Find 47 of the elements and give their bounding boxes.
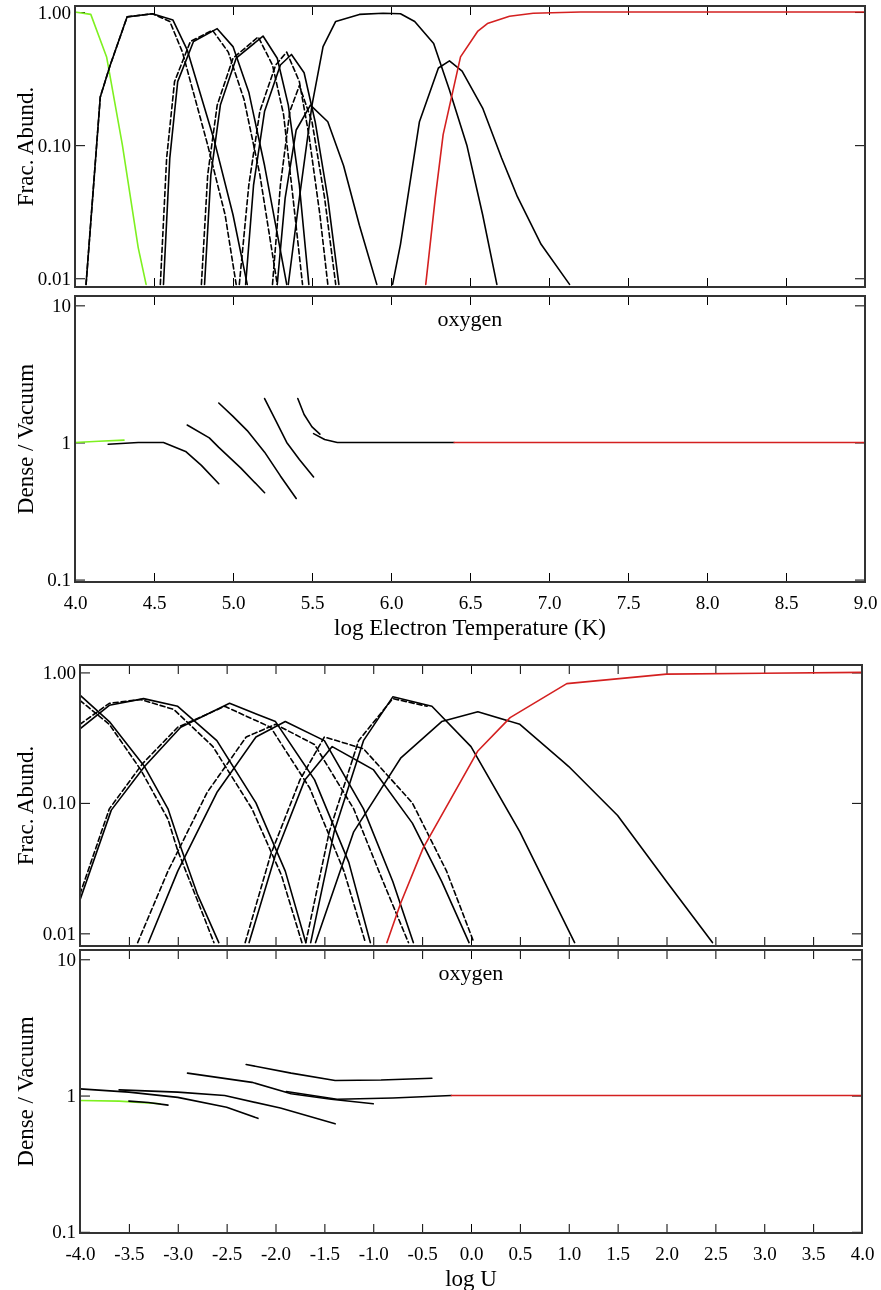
x-tick-label: 0.0	[459, 1243, 484, 1265]
x-tick-label: 7.0	[537, 592, 562, 614]
annotation: oxygen	[437, 306, 503, 331]
y-tick-label: 1	[61, 432, 71, 454]
x-tick-label: -4.0	[65, 1243, 96, 1265]
x-tick-label: 5.5	[300, 592, 325, 614]
x-tick-label: 6.0	[379, 592, 404, 614]
x-tick-label: 4.0	[63, 592, 88, 614]
y-tick-label: 0.01	[37, 267, 71, 289]
y-axis-title: Dense / Vacuum	[13, 363, 38, 515]
x-axis-title: log Electron Temperature (K)	[334, 615, 606, 640]
x-tick-label: 5.0	[221, 592, 246, 614]
x-tick-label: -0.5	[407, 1243, 438, 1265]
x-tick-label: -3.0	[163, 1243, 194, 1265]
x-tick-label: 6.5	[458, 592, 483, 614]
x-tick-label: -2.5	[212, 1243, 243, 1265]
x-tick-label: 2.0	[655, 1243, 679, 1265]
x-tick-label: 2.5	[704, 1243, 728, 1265]
x-tick-label: 1.5	[606, 1243, 630, 1265]
x-tick-label: -3.5	[114, 1243, 145, 1265]
x-tick-label: 8.5	[774, 592, 799, 614]
x-tick-label: -1.0	[358, 1243, 389, 1265]
y-tick-label: 0.1	[47, 569, 71, 591]
x-tick-label: 1.0	[557, 1243, 582, 1265]
y-tick-label: 1.00	[37, 1, 71, 23]
y-tick-label: 1	[66, 1085, 76, 1107]
annotation: oxygen	[438, 960, 504, 985]
x-tick-label: 3.0	[752, 1243, 777, 1265]
x-tick-label: 9.0	[853, 592, 878, 614]
y-tick-label: 1.00	[42, 662, 76, 683]
y-axis-title: Dense / Vacuum	[13, 1016, 38, 1167]
x-tick-label: 4.5	[142, 592, 167, 614]
x-tick-label: 0.5	[508, 1243, 533, 1265]
y-tick-label: 0.1	[52, 1221, 76, 1243]
x-tick-label: -2.0	[260, 1243, 292, 1265]
y-axis-title: Frac. Abund.	[13, 86, 38, 207]
y-axis-title: Frac. Abund.	[13, 745, 38, 866]
y-tick-label: 10	[52, 294, 71, 316]
x-tick-label: 7.5	[616, 592, 641, 614]
x-tick-label: -1.5	[309, 1243, 340, 1265]
y-tick-label: 10	[57, 948, 76, 970]
x-tick-label: 8.0	[695, 592, 720, 614]
y-tick-label: 0.01	[42, 922, 76, 944]
y-tick-label: 0.10	[42, 792, 76, 814]
y-tick-label: 0.10	[37, 134, 71, 156]
x-tick-label: 4.0	[850, 1243, 875, 1265]
x-tick-label: 3.5	[801, 1243, 826, 1265]
